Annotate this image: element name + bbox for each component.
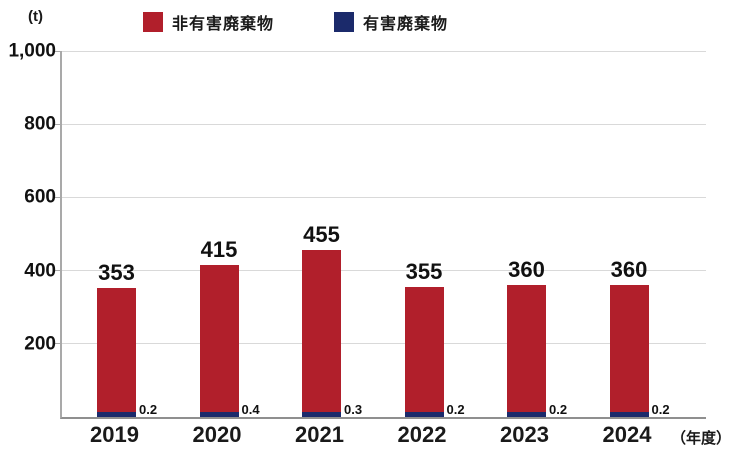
- bar-group-2023: 360 0.2: [507, 259, 567, 417]
- bar-value-label-2019: 353: [98, 260, 135, 285]
- bar-nonhazardous-2024[interactable]: [609, 285, 649, 412]
- bar-nonhazardous-2021[interactable]: [302, 250, 341, 412]
- y-axis-label-400: 400: [24, 260, 56, 282]
- bar-group-2019: 353 0.2: [97, 262, 157, 417]
- bar-nonhazardous-2020[interactable]: [199, 265, 239, 412]
- gridline-y-200: [62, 343, 706, 345]
- hazardous-value-label-2023: 0.2: [549, 402, 568, 417]
- hazardous-value-label-2022: 0.2: [446, 402, 465, 417]
- bar-nonhazardous-2022[interactable]: [404, 287, 444, 412]
- x-axis-label-2020: 2020: [192, 422, 242, 447]
- bar-hazardous-2024[interactable]: [609, 412, 649, 417]
- legend-item-hazardous: 有害廃棄物: [334, 10, 448, 34]
- bar-value-label-2022: 355: [405, 259, 443, 284]
- y-axis-label-800: 800: [24, 113, 56, 135]
- x-axis-label-2021: 2021: [295, 422, 344, 447]
- bar-value-label-2020: 415: [200, 237, 238, 262]
- legend-swatch-nonhazardous-icon: [143, 12, 163, 32]
- y-axis-tick: [55, 196, 61, 198]
- plot-area: 200 400 600 800 1,000 353 0.2 415 0.4 455 0.3 355 0.…: [8, 42, 706, 419]
- bar-group-2024: 360 0.2: [609, 259, 670, 417]
- hazardous-value-label-2019: 0.2: [139, 402, 158, 417]
- x-axis-label-2022: 2022: [397, 422, 447, 447]
- gridline-y-1000: [62, 50, 706, 52]
- y-axis-tick: [55, 270, 61, 272]
- bar-hazardous-2022[interactable]: [404, 412, 444, 417]
- bar-group-2021: 455 0.3: [302, 224, 362, 417]
- bar-hazardous-2021[interactable]: [302, 412, 341, 417]
- x-axis-label-2024: 2024: [602, 422, 652, 447]
- x-axis-label-2023: 2023: [500, 422, 549, 447]
- bar-group-2022: 355 0.2: [404, 261, 465, 417]
- y-axis-tick: [55, 123, 61, 125]
- chart-legend: 非有害廃棄物 有害廃棄物: [143, 10, 448, 34]
- x-axis-label-2019: 2019: [90, 422, 139, 447]
- y-axis-tick: [55, 50, 61, 52]
- hazardous-value-label-2021: 0.3: [344, 402, 363, 417]
- gridline-y-400: [62, 270, 706, 272]
- legend-label-hazardous: 有害廃棄物: [363, 16, 449, 33]
- legend-item-nonhazardous: 非有害廃棄物: [143, 10, 274, 34]
- hazardous-value-label-2024: 0.2: [651, 402, 670, 417]
- bar-hazardous-2023[interactable]: [507, 412, 546, 417]
- x-axis-suffix-label: （年度）: [671, 430, 732, 447]
- bar-nonhazardous-2019[interactable]: [97, 288, 136, 412]
- y-axis-label-600: 600: [24, 186, 56, 208]
- bar-hazardous-2020[interactable]: [199, 412, 239, 417]
- y-axis-unit-label: (t): [28, 8, 43, 25]
- y-axis-label-200: 200: [24, 333, 56, 355]
- gridline-y-800: [62, 123, 706, 125]
- hazardous-value-label-2020: 0.4: [241, 402, 260, 417]
- bar-value-label-2024: 360: [610, 257, 648, 282]
- bar-nonhazardous-2023[interactable]: [507, 285, 546, 412]
- y-axis-tick: [55, 343, 61, 345]
- bar-value-label-2021: 455: [303, 222, 340, 247]
- bar-group-2020: 415 0.4: [199, 239, 260, 417]
- y-axis-label-1000: 1,000: [8, 40, 56, 62]
- bar-value-label-2023: 360: [508, 257, 545, 282]
- bar-hazardous-2019[interactable]: [97, 412, 136, 417]
- gridline-y-600: [62, 196, 706, 198]
- legend-label-nonhazardous: 非有害廃棄物: [172, 16, 275, 33]
- legend-swatch-hazardous-icon: [334, 12, 355, 32]
